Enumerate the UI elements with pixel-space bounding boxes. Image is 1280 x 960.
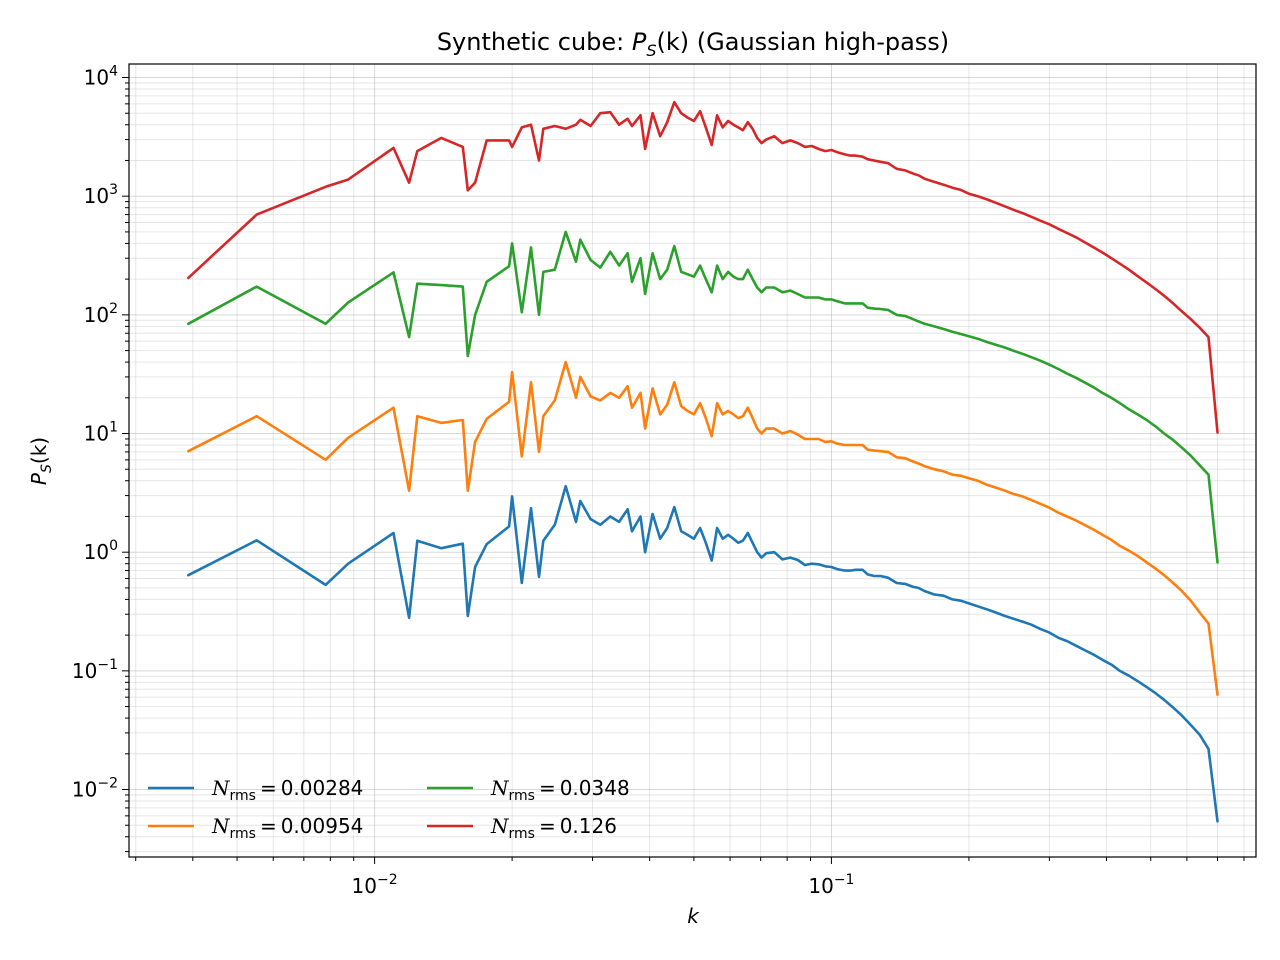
x-axis-label: k [687,904,700,928]
grid [129,64,1256,857]
legend-label: Nrms = 0.00954 [211,814,363,842]
series-layer [187,100,1219,823]
series-line-0.0348 [187,230,1219,564]
y-tick-label: 10−2 [72,776,118,802]
plot-frame [128,63,1257,858]
axis-ticks: 10−2 10−1 10−2 10−1 100 101 102 103 104 [72,64,1245,898]
y-tick-label: 103 [84,182,118,208]
y-tick-label: 100 [84,538,118,564]
series-line-0.126 [187,100,1219,434]
series-line-0.00954 [187,360,1219,697]
legend-label: Nrms = 0.0348 [490,776,630,804]
x-tick-label: 10−1 [808,872,854,898]
legend: Nrms = 0.00284 Nrms = 0.00954 Nrms = 0.034… [148,776,630,842]
y-tick-label: 104 [84,64,118,90]
legend-label: Nrms = 0.126 [490,814,617,842]
x-tick-label: 10−2 [352,872,398,898]
y-tick-label: 102 [84,301,118,327]
legend-label: Nrms = 0.00284 [211,776,363,804]
y-axis-label: PS(k) [27,437,55,485]
y-tick-label: 101 [84,420,118,446]
series-line-0.00284 [187,484,1219,823]
y-tick-label: 10−1 [72,657,118,683]
chart-title: Synthetic cube: PS(k) (Gaussian high-pas… [437,28,949,60]
